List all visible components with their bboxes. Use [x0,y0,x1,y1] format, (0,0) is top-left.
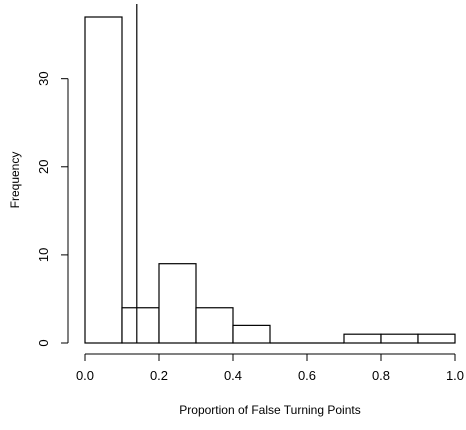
y-tick-label: 0 [36,339,51,346]
histogram-bar [84,16,123,344]
histogram-bar [195,307,234,344]
x-tick-label: 0.6 [298,368,316,383]
y-axis-title: Frequency [8,152,22,209]
bars-layer [84,16,456,344]
histogram-bar [158,263,197,344]
x-tick-label: 0.4 [224,368,242,383]
x-tick-label: 0.2 [150,368,168,383]
y-tick-label: 20 [36,160,51,174]
y-tick-label: 10 [36,248,51,262]
x-tick-label: 1.0 [446,368,464,383]
histogram-bar [380,333,419,344]
x-axis: 0.0 0.2 0.4 0.6 0.8 1.0 [76,353,464,383]
histogram-bar [121,307,160,344]
histogram-bar [232,324,271,344]
histogram-bar [343,333,382,344]
x-axis-title: Proportion of False Turning Points [179,403,360,417]
x-tick-label: 0.8 [372,368,390,383]
y-tick-label: 30 [36,71,51,85]
x-tick-label: 0.0 [76,368,94,383]
y-axis: 0 10 20 30 [36,71,69,347]
histogram-bar [417,333,456,344]
